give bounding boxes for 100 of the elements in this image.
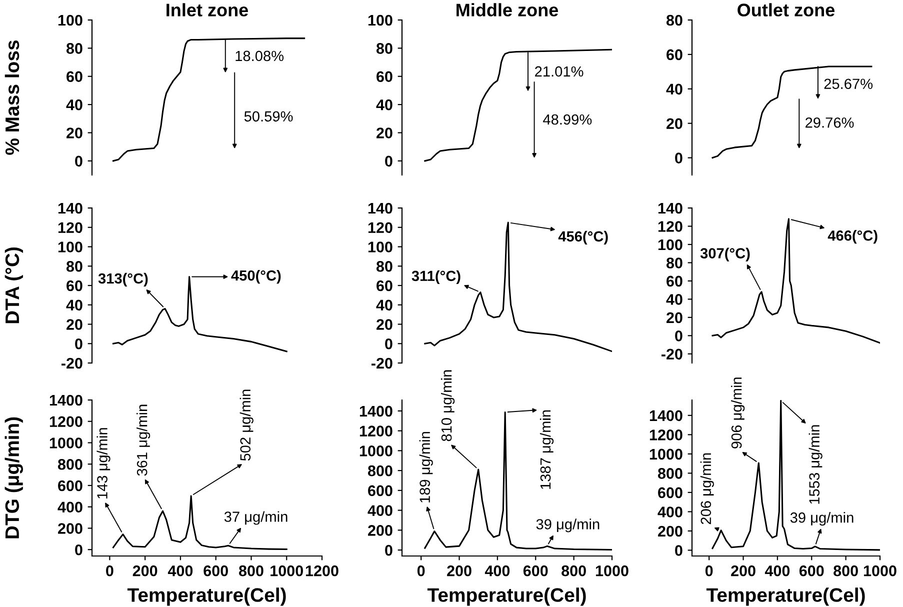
y-axis-title: DTG (μg/min) [4, 417, 23, 538]
x-tick-label: 200 [731, 565, 756, 576]
x-tick-label: 200 [132, 565, 158, 576]
y-tick-label: 0 [75, 156, 82, 167]
x-tick-label: 600 [799, 565, 824, 576]
y-tick-label: 800 [368, 465, 392, 476]
annotation: 143 μg/min [96, 428, 110, 498]
x-tick-label: 1000 [596, 565, 628, 576]
y-tick-label: 40 [376, 99, 392, 110]
annotation: 25.67% [824, 78, 873, 90]
y-tick-label: 1000 [650, 448, 682, 460]
y-tick-label: 0 [385, 338, 392, 350]
y-tick-label: 1200 [650, 430, 682, 440]
y-tick-label: 400 [58, 502, 82, 513]
x-tick-label: 1000 [270, 565, 303, 576]
annotation: 50.59% [244, 111, 293, 122]
y-tick-label: 200 [658, 526, 682, 537]
y-tick-label: 200 [58, 523, 82, 534]
annotation: 1387 μg/min [540, 410, 554, 489]
annotation: 37 μg/min [224, 511, 288, 525]
y-tick-label: 0 [385, 156, 392, 167]
y-tick-label: 120 [658, 221, 682, 232]
annotation: 361 μg/min [136, 404, 150, 476]
chart-title: Outlet zone [738, 3, 835, 16]
x-tick-label: 1200 [306, 565, 338, 576]
y-tick-label: -20 [661, 348, 682, 360]
y-tick-label: 140 [58, 202, 82, 214]
y-tick-label: 80 [66, 260, 82, 272]
y-tick-label: 20 [376, 128, 392, 138]
y-tick-label: 120 [368, 222, 392, 234]
y-tick-label: 100 [58, 242, 82, 252]
annotation: 21.01% [535, 66, 584, 77]
annotation: 311(°C) [412, 270, 460, 284]
x-axis-title: Temperature(Cel) [427, 588, 586, 606]
y-tick-label: 600 [58, 480, 82, 492]
y-tick-label: 60 [666, 276, 682, 287]
y-tick-label: 20 [66, 319, 82, 330]
y-tick-label: 80 [376, 260, 392, 272]
y-tick-label: 1400 [50, 394, 82, 406]
y-tick-label: 60 [376, 71, 392, 82]
annotation: 456(°C) [558, 230, 608, 244]
x-axis-title: Temperature(Cel) [706, 588, 865, 606]
annotation: 39 μg/min [536, 518, 600, 532]
annotation: 48.99% [543, 114, 592, 125]
y-tick-label: 600 [368, 485, 392, 496]
annotation: 29.76% [806, 117, 854, 128]
line-series [712, 66, 872, 159]
x-tick-label: 0 [705, 565, 713, 576]
annotation: 313(°C) [98, 272, 148, 287]
y-tick-label: 80 [666, 14, 682, 26]
y-tick-label: 20 [376, 319, 392, 330]
y-tick-label: 1200 [50, 416, 82, 428]
annotation: 1553 μg/min [808, 425, 822, 504]
x-tick-label: 400 [168, 565, 193, 576]
y-tick-label: 400 [368, 505, 392, 516]
x-tick-label: 0 [417, 565, 425, 576]
annotation: 906 μg/min [731, 378, 745, 448]
y-tick-label: 60 [66, 71, 82, 82]
annotation: 18.08% [236, 50, 284, 62]
x-tick-label: 800 [834, 565, 858, 576]
y-tick-label: 40 [376, 300, 392, 311]
y-axis-title: DTA (°C) [4, 247, 23, 324]
y-tick-label: 80 [66, 43, 82, 54]
y-tick-label: 140 [658, 202, 682, 214]
y-tick-label: 1000 [360, 446, 392, 456]
y-tick-label: 80 [376, 43, 392, 54]
y-tick-label: 1000 [50, 438, 82, 448]
y-tick-label: 0 [675, 330, 682, 342]
y-tick-label: 400 [658, 506, 682, 518]
y-tick-label: 20 [666, 118, 682, 130]
x-tick-label: 400 [764, 565, 790, 576]
y-tick-label: -20 [61, 358, 82, 369]
y-tick-label: 60 [666, 49, 682, 60]
y-tick-label: 100 [368, 242, 392, 252]
x-tick-label: 1000 [864, 565, 896, 576]
y-tick-label: 60 [66, 280, 82, 292]
y-tick-label: 40 [666, 84, 682, 95]
y-axis-title: % Mass loss [4, 40, 20, 155]
y-tick-label: 800 [658, 468, 682, 479]
y-tick-label: 60 [376, 280, 392, 292]
x-tick-label: 600 [204, 565, 228, 576]
annotation: 450(°C) [231, 270, 281, 284]
x-tick-label: 800 [238, 565, 264, 576]
x-tick-label: 600 [523, 565, 548, 576]
y-tick-label: 120 [58, 222, 82, 234]
y-tick-label: 0 [675, 152, 682, 164]
line-series [112, 495, 288, 550]
y-tick-label: 800 [58, 458, 82, 470]
annotation: 39 μg/min [790, 512, 854, 526]
y-tick-label: 0 [675, 545, 682, 556]
y-tick-label: 200 [368, 525, 392, 536]
x-axis-title: Temperature(Cel) [127, 588, 286, 606]
y-tick-label: 40 [66, 99, 82, 110]
y-tick-label: 100 [368, 14, 392, 26]
y-tick-label: 1200 [360, 426, 392, 436]
annotation: 206 μg/min [700, 453, 714, 524]
x-tick-label: 400 [484, 565, 510, 576]
x-tick-label: 800 [562, 565, 586, 576]
y-tick-label: 140 [368, 202, 392, 214]
y-tick-label: 1400 [650, 410, 682, 422]
